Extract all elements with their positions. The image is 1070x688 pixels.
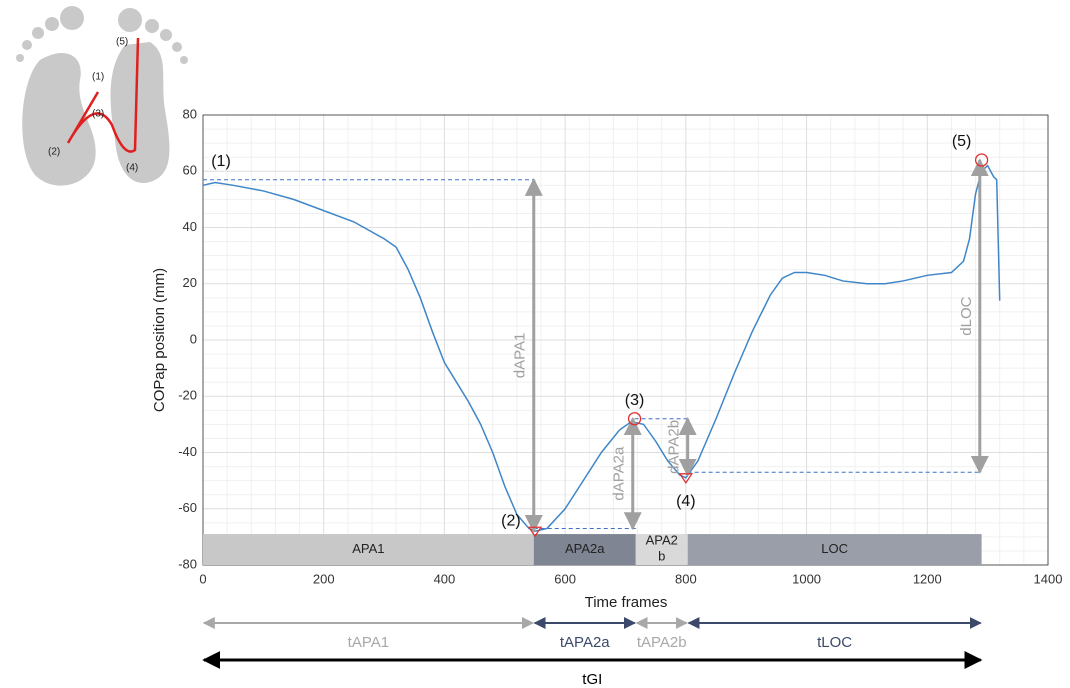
y-tick-label: -40 bbox=[178, 444, 197, 459]
y-tick-label: -20 bbox=[178, 388, 197, 403]
foot-inset: (1) (2) (3) (4) (5) bbox=[16, 6, 188, 186]
toe bbox=[172, 42, 182, 52]
duration-label: tLOC bbox=[817, 634, 852, 651]
point-marker bbox=[527, 526, 543, 538]
left-foot bbox=[22, 52, 96, 186]
y-tick-label: 60 bbox=[183, 163, 197, 178]
point-marker bbox=[974, 153, 989, 167]
x-tick-label: 1000 bbox=[792, 571, 821, 586]
x-tick-label: 800 bbox=[675, 571, 697, 586]
inset-label: (1) bbox=[92, 72, 104, 83]
data-line bbox=[202, 164, 1001, 533]
point-marker bbox=[627, 412, 642, 426]
distance-label: dLOC bbox=[958, 296, 975, 335]
point-label: (1) bbox=[211, 153, 231, 170]
phase-bar bbox=[635, 534, 688, 565]
distance-label: dAPA2b bbox=[666, 420, 683, 474]
inset-label: (3) bbox=[92, 109, 104, 120]
x-axis-label: Time frames bbox=[585, 594, 668, 611]
toe bbox=[160, 29, 172, 41]
toe bbox=[118, 8, 142, 32]
inset-label: (5) bbox=[116, 37, 128, 48]
duration-label: tAPA2a bbox=[560, 634, 610, 651]
inset-label: (4) bbox=[126, 163, 138, 174]
toe bbox=[32, 27, 44, 39]
x-tick-label: 1400 bbox=[1034, 571, 1063, 586]
y-tick-label: 0 bbox=[190, 331, 197, 346]
phase-bar bbox=[533, 534, 636, 565]
point-label: (2) bbox=[501, 512, 521, 529]
inset-label: (2) bbox=[48, 147, 60, 158]
y-tick-label: -80 bbox=[178, 556, 197, 571]
toe bbox=[22, 40, 32, 50]
y-tick-label: 40 bbox=[183, 219, 197, 234]
distance-label: dAPA1 bbox=[512, 333, 529, 379]
phase-bar bbox=[687, 534, 982, 565]
toe bbox=[60, 6, 84, 30]
x-tick-label: 400 bbox=[434, 571, 456, 586]
phase-label: APA2a bbox=[565, 541, 605, 556]
distance-label: dAPA2a bbox=[611, 446, 628, 501]
point-marker bbox=[678, 473, 694, 484]
y-tick-label: 20 bbox=[183, 275, 197, 290]
phase-label: APA1 bbox=[352, 541, 384, 556]
x-tick-label: 0 bbox=[199, 571, 206, 586]
y-axis-label: COPap position (mm) bbox=[151, 268, 168, 412]
toe bbox=[45, 17, 59, 31]
toe bbox=[145, 19, 159, 33]
point-label: (3) bbox=[625, 392, 645, 409]
toe bbox=[180, 56, 188, 64]
x-tick-label: 200 bbox=[313, 571, 335, 586]
y-tick-label: 80 bbox=[183, 106, 197, 121]
phase-label: LOC bbox=[821, 541, 848, 556]
duration-label: tGI bbox=[582, 671, 602, 688]
point-label: (4) bbox=[676, 493, 696, 510]
cop-trace bbox=[66, 37, 140, 153]
duration-label: tAPA2b bbox=[637, 634, 687, 651]
toe bbox=[16, 54, 24, 62]
right-foot bbox=[110, 42, 170, 184]
point-label: (5) bbox=[952, 133, 972, 150]
phase-bar bbox=[203, 534, 534, 565]
duration-label: tAPA1 bbox=[348, 634, 389, 651]
x-tick-label: 600 bbox=[554, 571, 576, 586]
x-tick-label: 1200 bbox=[913, 571, 942, 586]
y-tick-label: -60 bbox=[178, 500, 197, 515]
phase-label: APA2 b bbox=[646, 533, 678, 564]
